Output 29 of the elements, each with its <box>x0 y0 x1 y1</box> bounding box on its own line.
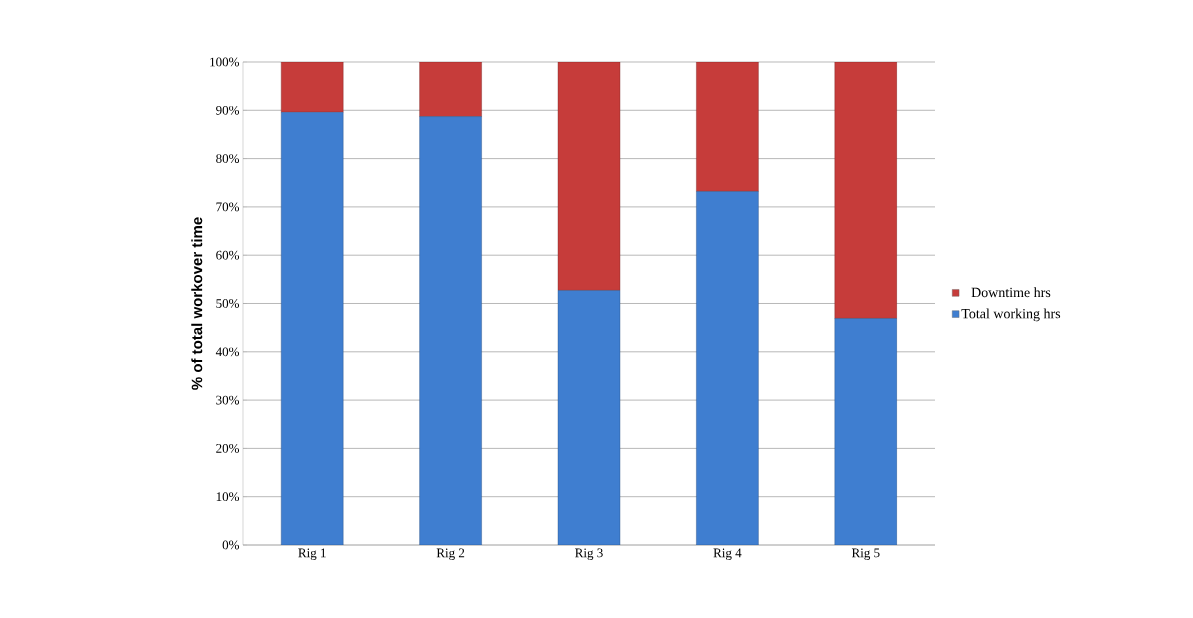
bar <box>419 61 482 117</box>
y-tick-label: 70% <box>216 202 240 212</box>
y-tick-label: 20% <box>216 443 240 453</box>
bar <box>281 61 344 113</box>
y-tick-label: 10% <box>216 492 240 502</box>
x-tick-label: Rig 2 <box>436 548 465 560</box>
x-tick-label: Rig 3 <box>575 548 603 560</box>
bar <box>557 61 621 291</box>
y-tick-label: 40% <box>215 347 240 357</box>
bar <box>419 116 482 545</box>
y-tick-label: 60% <box>216 250 240 260</box>
bar <box>557 290 621 545</box>
legend-label: Total working hrs <box>961 308 1061 322</box>
x-tick-label: Rig 5 <box>851 548 880 560</box>
x-tick-label: Rig 1 <box>298 548 326 560</box>
bar <box>834 61 897 319</box>
bar <box>281 112 344 545</box>
y-tick-label: 50% <box>216 299 240 308</box>
y-axis-title: % of total workover time <box>191 217 203 390</box>
y-tick-label: 30% <box>216 395 240 405</box>
y-tick-label: 80% <box>216 154 240 164</box>
bar <box>834 318 897 545</box>
y-tick-label: 0% <box>222 540 240 550</box>
y-tick-label: 100% <box>210 57 240 67</box>
bar <box>696 191 759 545</box>
x-tick-label: Rig 4 <box>713 548 742 560</box>
bar <box>696 61 759 192</box>
y-tick-label: 90% <box>216 105 240 115</box>
legend-label: Downtime hrs <box>971 287 1051 298</box>
